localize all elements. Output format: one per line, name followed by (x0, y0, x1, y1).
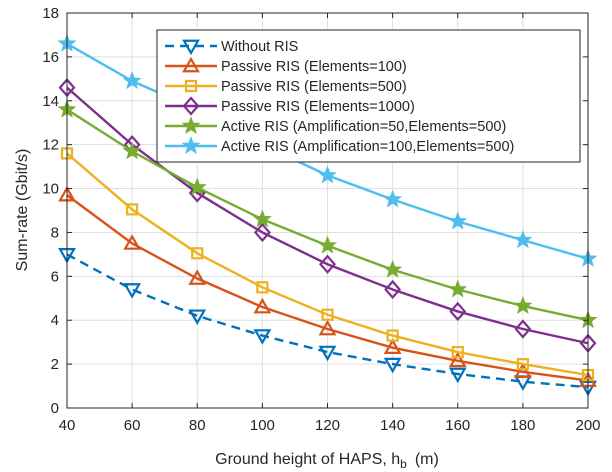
data-point (191, 247, 204, 260)
legend-entry: Active RIS (Amplification=50,Elements=50… (165, 116, 506, 135)
legend-label: Passive RIS (Elements=500) (221, 79, 407, 95)
data-point (386, 329, 399, 342)
legend-label: Active RIS (Amplification=100,Elements=5… (221, 139, 514, 155)
y-tick-label: 2 (51, 356, 59, 373)
data-point (122, 141, 142, 160)
series-line (66, 194, 589, 382)
data-point (188, 309, 207, 326)
data-point (126, 203, 139, 216)
data-point (516, 358, 529, 371)
series-line (66, 253, 589, 389)
legend-entry: Without RIS (165, 39, 298, 56)
data-point (188, 269, 207, 285)
series-line (66, 152, 589, 377)
series-3 (60, 147, 595, 382)
x-tick-label: 80 (189, 417, 206, 434)
ticks: 40 60 80 100 120 140 160 180 200 0 2 4 6 8 10 12 14 16 18 (42, 5, 600, 434)
x-tick-label: 100 (250, 417, 275, 434)
y-tick-label: 16 (42, 49, 59, 66)
data-point (448, 279, 468, 298)
data-point (187, 177, 207, 196)
data-point (449, 301, 467, 322)
legend-entry: Passive RIS (Elements=1000) (165, 96, 415, 116)
legend-marker (184, 79, 198, 93)
data-point (318, 345, 337, 362)
series-line (66, 86, 589, 345)
x-tick-label: 60 (124, 417, 141, 434)
data-point (383, 189, 403, 208)
data-point (318, 165, 337, 184)
data-point (321, 308, 334, 321)
x-tick-label: 40 (59, 417, 76, 434)
legend-marker (182, 39, 200, 56)
data-point (513, 296, 533, 314)
legend-marker (181, 136, 201, 155)
data-point (256, 281, 269, 294)
data-point (514, 319, 532, 339)
data-point (383, 357, 402, 374)
data-point (122, 71, 142, 90)
x-tick-label: 200 (575, 417, 600, 434)
data-point (384, 279, 402, 300)
data-point (513, 230, 533, 249)
x-tick-label: 120 (315, 417, 340, 434)
y-axis-label: Sum-rate (Gbit/s) (14, 149, 31, 272)
data-point (319, 254, 336, 274)
data-point (252, 209, 272, 228)
y-tick-label: 18 (42, 5, 59, 22)
data-point (448, 351, 467, 368)
legend-entry: Passive RIS (Elements=500) (165, 79, 407, 95)
y-tick-label: 0 (51, 400, 59, 417)
legend: Without RIS Passive RIS (Elements=100) Pas… (156, 29, 581, 163)
data-point (253, 297, 272, 314)
x-axis-label-main: Ground height of HAPS, h (215, 451, 400, 468)
data-point (123, 283, 142, 299)
data-point (451, 345, 464, 359)
data-point (123, 234, 142, 250)
y-tick-label: 8 (51, 224, 59, 241)
data-point (253, 329, 272, 345)
data-point (513, 362, 532, 379)
data-point (318, 235, 337, 254)
data-point (318, 319, 337, 336)
series-5 (57, 99, 598, 329)
data-point (253, 222, 271, 243)
legend-label: Passive RIS (Elements=1000) (221, 99, 415, 115)
legend-box (156, 29, 581, 163)
legend-entry: Active RIS (Amplification=100,Elements=5… (165, 136, 514, 155)
y-tick-label: 10 (42, 181, 59, 198)
data-point (383, 259, 403, 278)
legend-marker (182, 56, 200, 73)
legend-marker (181, 116, 201, 135)
data-point (448, 367, 467, 384)
x-axis-label: Ground height of HAPS, hb (m) (215, 451, 439, 471)
legend-label: Passive RIS (Elements=100) (221, 59, 407, 75)
legend-label: Without RIS (221, 39, 298, 55)
x-axis-label-unit: (m) (415, 451, 439, 468)
x-tick-label: 180 (510, 417, 535, 434)
x-axis-label-subscript: b (400, 457, 407, 471)
y-tick-label: 12 (42, 137, 59, 154)
x-tick-label: 160 (445, 417, 470, 434)
data-point (383, 338, 402, 355)
y-tick-label: 14 (42, 93, 59, 110)
legend-entry: Passive RIS (Elements=100) (165, 56, 407, 75)
legend-label: Active RIS (Amplification=50,Elements=50… (221, 119, 506, 135)
x-tick-label: 140 (380, 417, 405, 434)
y-tick-label: 4 (51, 312, 59, 329)
legend-marker (182, 96, 200, 116)
data-point (448, 211, 468, 230)
y-tick-label: 6 (51, 268, 59, 285)
